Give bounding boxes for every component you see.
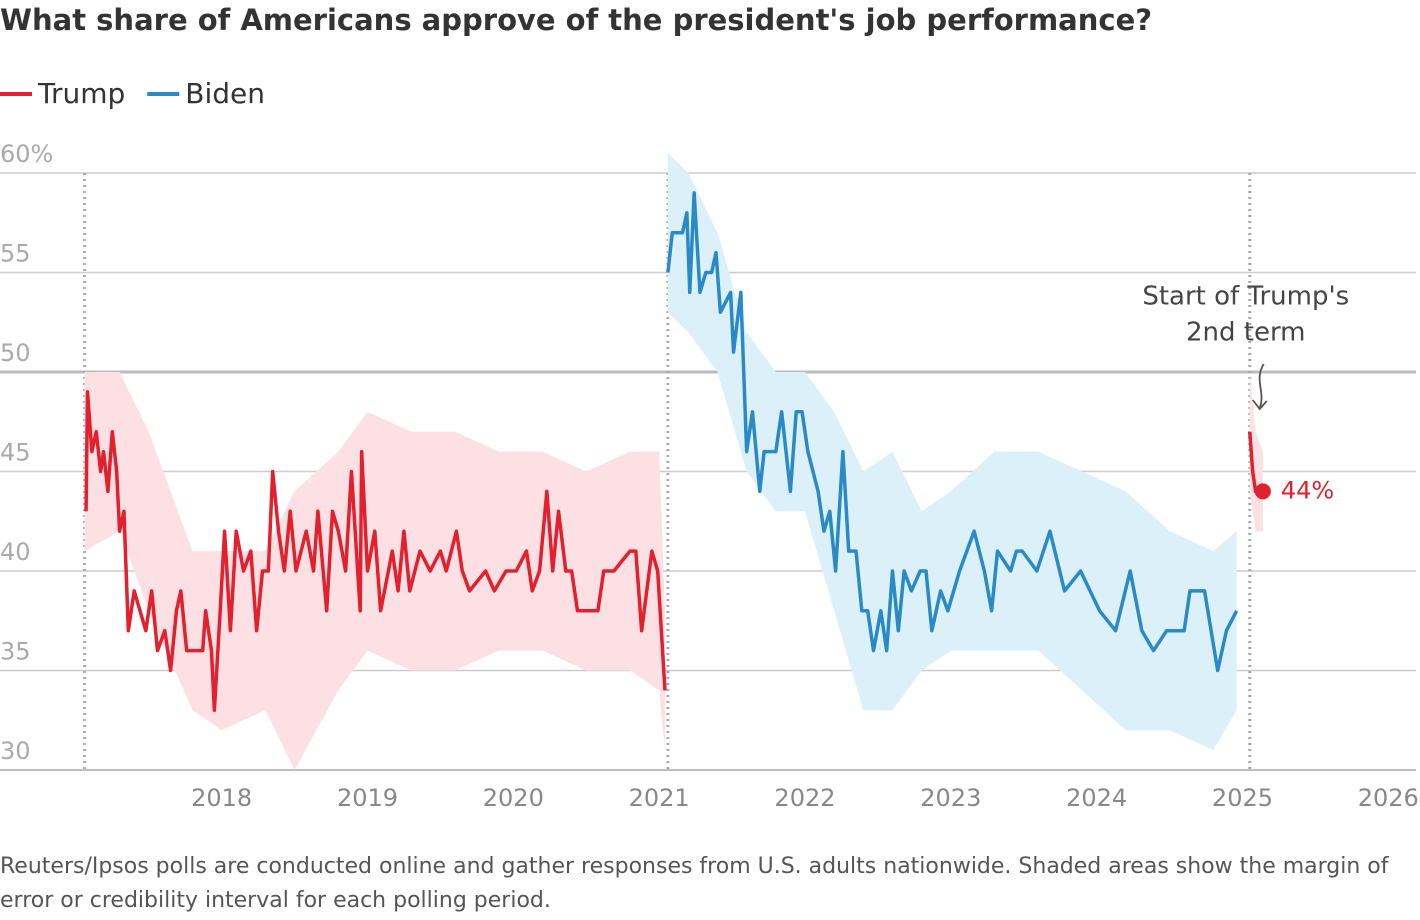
x-tick-label: 2026 — [1358, 784, 1419, 812]
value-label: 44% — [1281, 476, 1334, 504]
x-tick-label: 2018 — [191, 784, 252, 812]
series-line — [84, 390, 667, 713]
x-tick-label: 2019 — [337, 784, 398, 812]
y-tick-label: 50 — [0, 339, 31, 367]
x-tick-label: 2020 — [483, 784, 544, 812]
legend-label: Biden — [185, 77, 265, 110]
end-point — [1254, 483, 1271, 500]
error-band — [84, 372, 665, 770]
y-tick-label: 30 — [0, 737, 31, 765]
x-tick-label: 2022 — [774, 784, 835, 812]
x-tick-label: 2024 — [1066, 784, 1127, 812]
x-tick-label: 2023 — [920, 784, 981, 812]
legend-label: Trump — [37, 77, 125, 110]
footnote: Reuters/Ipsos polls are conducted online… — [0, 854, 1389, 913]
y-tick-label: 45 — [0, 439, 31, 467]
chart-title: What share of Americans approve of the p… — [0, 3, 1152, 37]
annotation: 2nd term — [1186, 318, 1306, 348]
annotation: Start of Trump's — [1142, 282, 1349, 312]
y-tick-label: 40 — [0, 538, 31, 566]
y-tick-label: 60% — [0, 140, 53, 168]
series-line — [666, 191, 1239, 673]
y-tick-label: 55 — [0, 240, 31, 268]
y-tick-label: 35 — [0, 638, 31, 666]
x-tick-label: 2025 — [1212, 784, 1273, 812]
error-band — [667, 153, 1237, 751]
annotation-arrow — [1252, 363, 1268, 411]
x-tick-label: 2021 — [629, 784, 690, 812]
chart: What share of Americans approve of the p… — [0, 3, 1419, 812]
